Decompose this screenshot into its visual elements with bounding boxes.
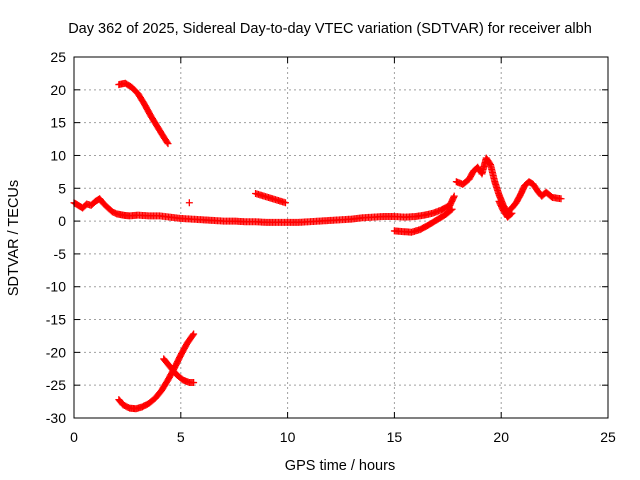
data-point xyxy=(557,195,565,203)
axis-ticks: 0 5 10 15 20 25 -30 -25 -20 -15 -10 -5 0 5 10 15 20 25 xyxy=(46,49,616,445)
data-point xyxy=(190,330,198,338)
y-axis-label: SDTVAR / TECUs xyxy=(6,180,22,296)
x-tick-label: 10 xyxy=(280,429,296,445)
y-tick-label: -30 xyxy=(46,410,66,426)
y-tick-label: 10 xyxy=(50,147,66,163)
y-tick-label: -15 xyxy=(46,312,66,328)
y-tick-label: 0 xyxy=(58,213,66,229)
series-lower-branch xyxy=(390,205,456,236)
x-axis-label: GPS time / hours xyxy=(285,458,395,474)
series-short-segment xyxy=(252,190,289,207)
data-point xyxy=(508,209,516,217)
series-dip-segment xyxy=(495,197,516,221)
data-points xyxy=(70,79,565,413)
y-tick-label: -10 xyxy=(46,279,66,295)
data-point xyxy=(448,205,456,213)
data-point xyxy=(190,379,198,387)
data-point xyxy=(164,140,172,148)
series-upper-arc xyxy=(115,79,172,148)
data-point xyxy=(447,206,455,214)
y-tick-label: -5 xyxy=(54,246,67,262)
y-tick-label: 25 xyxy=(50,49,66,65)
data-point xyxy=(189,331,197,339)
data-point xyxy=(163,138,171,146)
y-tick-label: 15 xyxy=(50,115,66,131)
series-main-trace xyxy=(70,192,458,226)
x-tick-label: 15 xyxy=(387,429,403,445)
series-bottom-right-curve xyxy=(160,355,198,387)
data-point xyxy=(450,192,458,200)
chart-title: Day 362 of 2025, Sidereal Day-to-day VTE… xyxy=(68,21,592,37)
y-tick-label: -20 xyxy=(46,344,66,360)
x-tick-label: 5 xyxy=(177,429,185,445)
series-late-segment xyxy=(452,154,565,216)
y-tick-label: 5 xyxy=(58,180,66,196)
series-bottom-left-curve xyxy=(115,330,198,413)
data-point xyxy=(507,210,515,218)
data-point xyxy=(185,199,193,207)
x-tick-label: 0 xyxy=(70,429,78,445)
grid xyxy=(74,57,608,418)
x-tick-label: 20 xyxy=(493,429,509,445)
data-point xyxy=(281,199,289,207)
y-tick-label: 20 xyxy=(50,82,66,98)
series-isolated-point xyxy=(185,199,193,207)
plot-frame xyxy=(73,56,609,419)
x-tick-label: 25 xyxy=(600,429,616,445)
y-tick-label: -25 xyxy=(46,377,66,393)
